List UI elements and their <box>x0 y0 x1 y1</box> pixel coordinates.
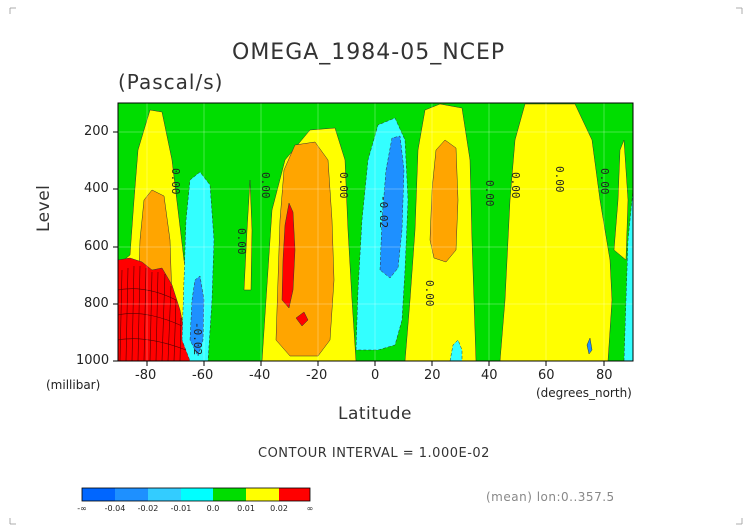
fill-orange-north <box>429 139 459 263</box>
fill-yellow-north2 <box>499 103 613 361</box>
colorbar-swatch-4 <box>181 488 213 501</box>
red-contour-lines <box>118 265 187 361</box>
x-tick-label-m80: -80 <box>135 368 157 383</box>
contour-interval: CONTOUR INTERVAL = 1.000E-02 <box>258 446 490 461</box>
x-tick-label-0: 0 <box>371 368 380 383</box>
x-tick-label-80: 80 <box>596 368 613 383</box>
x-tick-label-20: 20 <box>424 368 441 383</box>
y-axis-label: Level <box>34 184 54 232</box>
contour-label-7: 0.00 <box>483 180 496 207</box>
contour-label-11: -0.02 <box>191 322 204 355</box>
mean-note: (mean) lon:0..357.5 <box>486 490 615 504</box>
chart-units: (Pascal/s) <box>118 70 224 94</box>
y-tick-label-400: 400 <box>84 181 109 196</box>
colorbar-swatch-2 <box>115 488 148 501</box>
x-units: (degrees_north) <box>536 386 632 400</box>
colorbar-swatch-5 <box>213 488 246 501</box>
colorbar-frame <box>81 487 311 502</box>
x-tick-marks <box>146 361 605 366</box>
fill-cyan-north <box>449 339 463 361</box>
grid-lines <box>118 103 633 361</box>
contour-label-1: 0.00 <box>169 168 182 195</box>
fill-red-mid <box>281 202 296 309</box>
colorbar-swatch-7 <box>279 488 310 501</box>
colorbar-label-neg-inf: -∞ <box>77 504 87 513</box>
contour-labels: 0.00 0.00 0.00 0.00 -0.02 0.00 0.00 0.00… <box>169 166 611 355</box>
colorbar <box>81 487 311 502</box>
fill-cyan-edge <box>623 189 633 361</box>
colorbar-label-00: 0.0 <box>206 504 220 513</box>
fill-blue-south <box>189 275 205 357</box>
colorbar-label-pos-inf: ∞ <box>306 504 314 513</box>
colorbar-label-002: 0.02 <box>270 504 288 513</box>
colorbar-label-m002: -0.02 <box>137 504 159 513</box>
fill-blue-speck <box>586 337 593 355</box>
x-tick-label-40: 40 <box>481 368 498 383</box>
contour-label-9: 0.00 <box>553 166 566 193</box>
x-tick-label-m40: -40 <box>249 368 271 383</box>
fill-blue-center <box>379 135 405 279</box>
contour-label-2: 0.00 <box>259 172 272 199</box>
chart-title: OMEGA_1984-05_NCEP <box>232 40 506 65</box>
contour-label-10: 0.00 <box>598 168 611 195</box>
y-tick-label-600: 600 <box>84 239 109 254</box>
y-units: (millibar) <box>46 378 101 392</box>
y-tick-label-200: 200 <box>84 124 109 139</box>
contour-label-5: -0.02 <box>377 195 390 228</box>
y-tick-label-800: 800 <box>84 296 109 311</box>
x-tick-label-60: 60 <box>538 368 555 383</box>
crop-marks <box>9 7 743 525</box>
colorbar-label-m004: -0.04 <box>104 504 126 513</box>
contour-label-4: 0.00 <box>337 172 350 199</box>
colorbar-label-001: 0.01 <box>237 504 255 513</box>
contour-label-8: 0.00 <box>509 172 522 199</box>
colorbar-swatch-1 <box>82 488 115 501</box>
y-tick-label-1000: 1000 <box>76 353 110 368</box>
colorbar-swatch-6 <box>246 488 279 501</box>
colorbar-label-m001: -0.01 <box>170 504 192 513</box>
x-axis-label: Latitude <box>338 404 412 424</box>
colorbar-swatch-3 <box>148 488 181 501</box>
fill-yellow-north3 <box>613 139 629 261</box>
x-tick-label-m20: -20 <box>306 368 328 383</box>
fill-red-small <box>295 311 309 327</box>
y-tick-marks <box>113 131 118 362</box>
contour-label-6: 0.00 <box>423 280 436 307</box>
contour-label-3: 0.00 <box>235 228 248 255</box>
x-tick-label-m60: -60 <box>192 368 214 383</box>
fill-cyan-south <box>181 171 215 361</box>
fill-yellow-thin <box>243 179 253 291</box>
